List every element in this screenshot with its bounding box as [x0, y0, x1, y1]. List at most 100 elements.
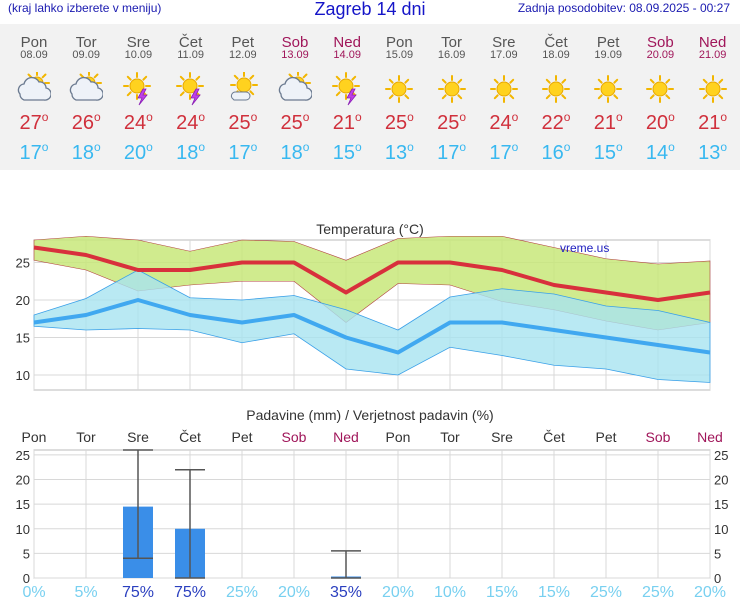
temp-max-value: 21: [593, 112, 616, 134]
precipitation-x-tick-label: Čet: [543, 429, 565, 445]
degree-sign: o: [41, 140, 49, 154]
precipitation-probability-label: 15%: [538, 584, 570, 600]
day-date: 12.09: [229, 49, 257, 61]
min-temperature-band: [33, 269, 711, 383]
sun-icon: [539, 72, 573, 106]
temp-max: 24o: [165, 110, 217, 135]
temp-max-value: 25: [228, 112, 251, 134]
temp-max-value: 24: [176, 112, 199, 134]
day-date: 21.09: [698, 49, 727, 61]
day-name: Pon: [386, 34, 413, 51]
precipitation-y-tick-label-right: 10: [714, 522, 728, 537]
day-name: Sob: [281, 34, 309, 51]
precipitation-probability-label: 20%: [694, 584, 726, 600]
degree-sign: o: [93, 110, 101, 124]
sun-thunderstorm-icon: [330, 72, 364, 106]
sun-icon: [643, 72, 677, 106]
day-date: 20.09: [646, 49, 675, 61]
sun-icon: [696, 72, 730, 106]
day-date: 18.09: [542, 49, 570, 61]
temperature-y-tick-label: 25: [16, 256, 30, 271]
precipitation-x-tick-label: Tor: [440, 429, 460, 445]
degree-sign: o: [302, 110, 310, 124]
precipitation-x-tick-label: Sre: [491, 429, 513, 445]
temp-max: 25o: [217, 110, 269, 135]
day-name: Ned: [333, 34, 361, 51]
precipitation-y-tick-label-right: 20: [714, 473, 728, 488]
forecast-strip: Pon 08.09 27o 17o Tor 09.09 26o 18o Sre 10.09 24o 2…: [0, 24, 740, 170]
day-date: 10.09: [124, 49, 153, 61]
degree-sign: o: [354, 140, 362, 154]
precipitation-probability-label: 35%: [330, 584, 362, 600]
precipitation-x-tick-label: Ned: [697, 429, 723, 445]
sun-cloud-icon: [226, 71, 260, 106]
precipitation-y-tick-label-left: 20: [16, 473, 30, 488]
temp-min-value: 18: [280, 142, 303, 164]
temp-min: 17o: [217, 140, 269, 165]
temp-max-value: 25: [280, 112, 303, 134]
partly-cloudy-icon: [69, 70, 104, 106]
temp-max: 22o: [530, 110, 582, 135]
precipitation-x-tick-label: Pon: [386, 429, 411, 445]
partly-cloudy-icon: [278, 70, 313, 106]
temp-max: 24o: [112, 110, 164, 135]
temp-max: 24o: [478, 110, 530, 135]
precipitation-y-tick-label-left: 0: [23, 571, 30, 586]
page-title: Zagreb 14 dni: [314, 0, 426, 19]
day-name: Sre: [126, 34, 151, 51]
day-date: 16.09: [437, 49, 466, 61]
degree-sign: o: [354, 110, 362, 124]
temp-min-value: 17: [437, 142, 460, 164]
precipitation-probability-label: 0%: [22, 584, 45, 600]
temp-max-value: 24: [123, 112, 147, 134]
precipitation-y-tick-label-left: 10: [16, 522, 30, 537]
precipitation-y-tick-label-left: 15: [16, 497, 30, 512]
temp-min: 18o: [165, 140, 217, 165]
precipitation-x-tick-label: Pon: [22, 429, 47, 445]
temp-min: 17o: [478, 140, 530, 165]
degree-sign: o: [615, 140, 623, 154]
precipitation-probability-label: 25%: [226, 584, 258, 600]
degree-sign: o: [511, 110, 519, 124]
precipitation-probability-label: 75%: [174, 584, 206, 600]
precipitation-x-tick-label: Sob: [646, 429, 671, 445]
temp-max: 20o: [634, 110, 686, 135]
temp-min-value: 16: [541, 142, 564, 164]
charts: Temperatura (°C) 10 15 20 25 vreme.us Padavine…: [16, 221, 729, 600]
precipitation-chart-title: Padavine (mm) / Verjetnost padavin (%): [246, 407, 493, 423]
precipitation-y-tick-label-left: 25: [16, 448, 30, 463]
watermark: vreme.us: [560, 241, 609, 255]
temp-max-value: 27: [19, 112, 42, 134]
precipitation-x-tick-label: Sre: [127, 429, 149, 445]
min-temperature-line: [33, 298, 711, 355]
temp-min: 17o: [8, 140, 60, 165]
day-date: 17.09: [490, 49, 518, 61]
temp-max: 21o: [687, 110, 739, 135]
temp-min: 17o: [426, 140, 478, 165]
sun-icon: [382, 72, 416, 106]
precipitation-probability-label: 15%: [486, 584, 518, 600]
max-temperature-line: [33, 245, 711, 302]
degree-sign: o: [459, 140, 467, 154]
precipitation-x-tick-label: Ned: [333, 429, 359, 445]
day-name: Čet: [178, 34, 203, 51]
temp-max: 25o: [426, 110, 478, 135]
temp-max-value: 21: [698, 112, 721, 134]
temp-min: 14o: [634, 140, 686, 165]
temp-min-value: 17: [228, 142, 251, 164]
precipitation-y-tick-label-right: 25: [714, 448, 728, 463]
location-menu-hint[interactable]: (kraj lahko izberete v meniju): [8, 1, 162, 15]
temp-max: 25o: [269, 110, 321, 135]
day-name: Pon: [20, 34, 48, 51]
last-update: Zadnja posodobitev: 08.09.2025 - 00:27: [517, 1, 730, 15]
degree-sign: o: [668, 140, 675, 154]
degree-sign: o: [720, 140, 728, 154]
day-date: 13.09: [281, 49, 309, 61]
degree-sign: o: [302, 140, 310, 154]
degree-sign: o: [615, 110, 623, 124]
precipitation-probability-label: 25%: [590, 584, 622, 600]
temp-max: 25o: [373, 110, 425, 135]
temp-max-value: 21: [332, 112, 355, 134]
header: (kraj lahko izberete v meniju) Zagreb 14…: [0, 0, 740, 22]
temp-max-value: 25: [437, 112, 460, 134]
